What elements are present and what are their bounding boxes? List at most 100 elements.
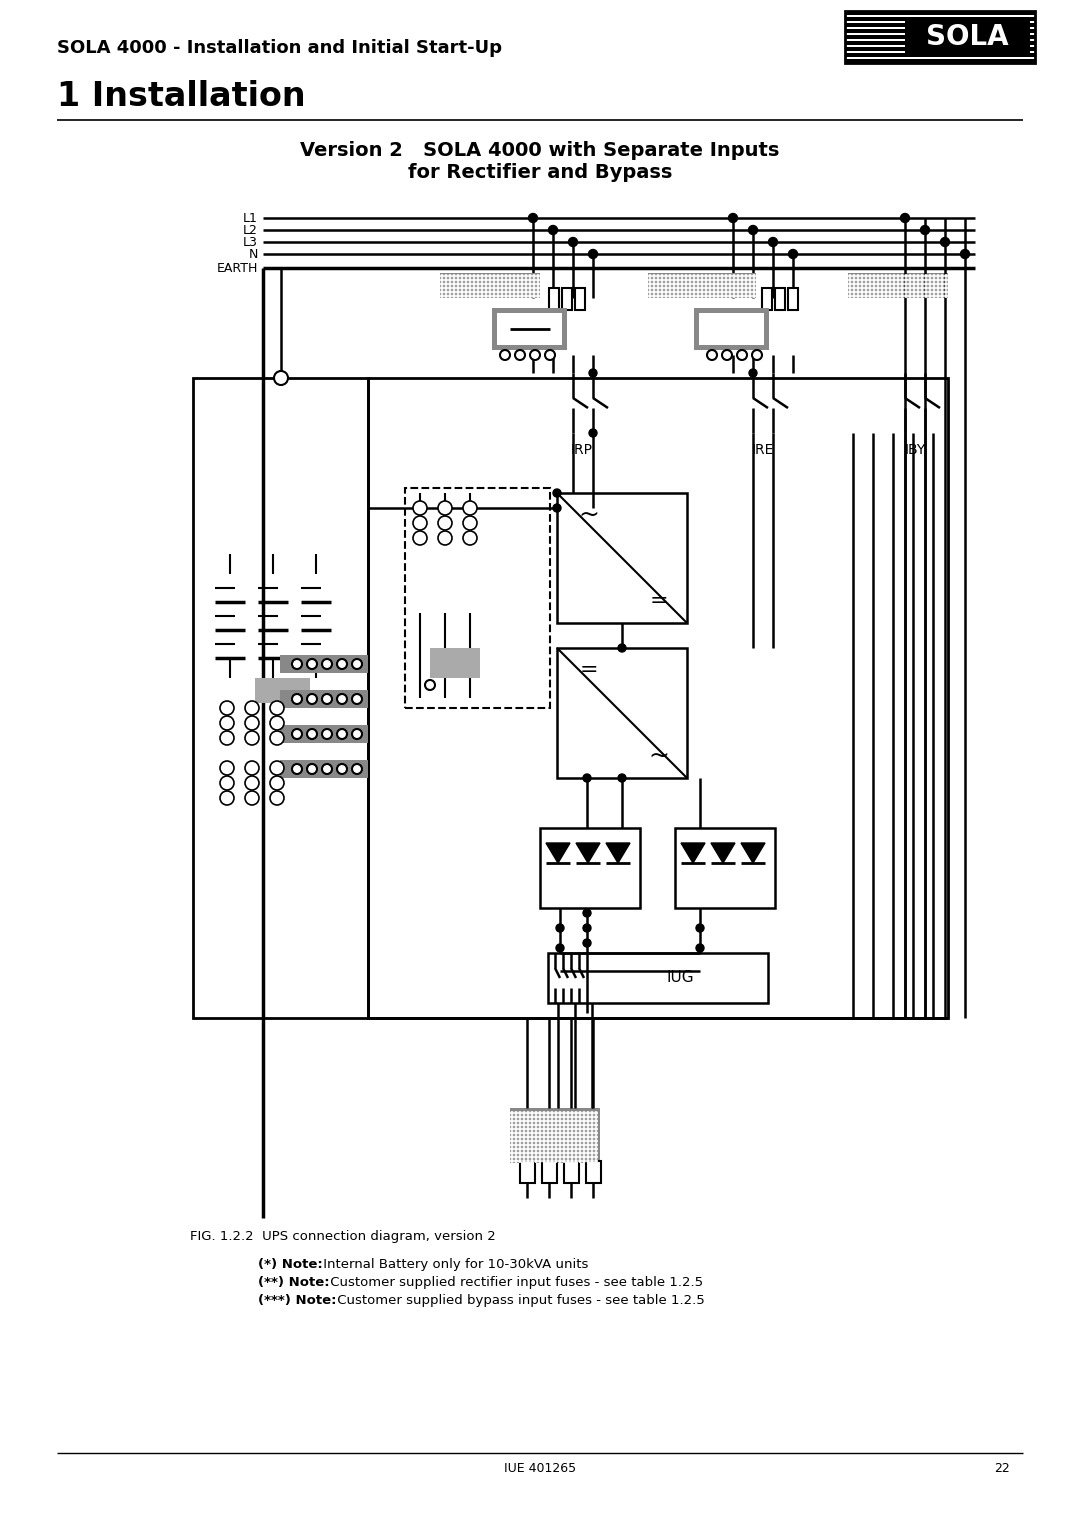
Circle shape xyxy=(523,1115,525,1118)
Circle shape xyxy=(525,290,527,293)
Circle shape xyxy=(461,290,463,293)
Circle shape xyxy=(563,1132,565,1134)
Circle shape xyxy=(595,1140,597,1143)
Circle shape xyxy=(753,278,755,281)
Circle shape xyxy=(697,295,699,298)
Circle shape xyxy=(511,1148,513,1151)
Bar xyxy=(557,494,687,623)
Circle shape xyxy=(865,295,867,298)
Circle shape xyxy=(555,1112,557,1114)
Circle shape xyxy=(661,283,663,286)
Circle shape xyxy=(936,290,940,293)
Circle shape xyxy=(748,275,752,277)
Bar xyxy=(845,11,1035,15)
Circle shape xyxy=(657,278,659,281)
Circle shape xyxy=(917,283,919,286)
Circle shape xyxy=(741,295,743,298)
Circle shape xyxy=(885,278,887,281)
Circle shape xyxy=(535,1123,537,1126)
Circle shape xyxy=(567,1115,569,1118)
Circle shape xyxy=(677,287,679,289)
Text: ~: ~ xyxy=(579,503,599,527)
Circle shape xyxy=(551,1160,553,1163)
Circle shape xyxy=(529,287,531,289)
Circle shape xyxy=(558,1152,562,1154)
Circle shape xyxy=(527,1135,529,1138)
Circle shape xyxy=(525,278,527,281)
Circle shape xyxy=(509,275,511,277)
Circle shape xyxy=(532,290,536,293)
Circle shape xyxy=(535,1155,537,1158)
Bar xyxy=(762,287,772,310)
Bar xyxy=(492,309,567,350)
Circle shape xyxy=(788,249,797,258)
Circle shape xyxy=(665,287,667,289)
Circle shape xyxy=(583,1115,585,1118)
Circle shape xyxy=(497,290,499,293)
Circle shape xyxy=(539,1152,541,1154)
Circle shape xyxy=(713,290,715,293)
Circle shape xyxy=(543,1128,545,1131)
Circle shape xyxy=(501,295,503,298)
Circle shape xyxy=(873,295,875,298)
Circle shape xyxy=(511,1140,513,1143)
Circle shape xyxy=(579,1120,581,1122)
Circle shape xyxy=(669,295,671,298)
Circle shape xyxy=(555,1140,557,1143)
Circle shape xyxy=(885,283,887,286)
Circle shape xyxy=(245,776,259,790)
Circle shape xyxy=(713,278,715,281)
Circle shape xyxy=(485,290,487,293)
Circle shape xyxy=(551,1148,553,1151)
Circle shape xyxy=(725,295,727,298)
Circle shape xyxy=(527,1144,529,1146)
Circle shape xyxy=(567,1160,569,1163)
Circle shape xyxy=(563,1135,565,1138)
Circle shape xyxy=(673,278,675,281)
Circle shape xyxy=(921,295,923,298)
Circle shape xyxy=(523,1160,525,1163)
Circle shape xyxy=(537,287,539,289)
Circle shape xyxy=(481,290,483,293)
Circle shape xyxy=(543,1152,545,1154)
Circle shape xyxy=(530,1112,534,1114)
Circle shape xyxy=(849,295,851,298)
Circle shape xyxy=(720,295,724,298)
Circle shape xyxy=(513,295,515,298)
Circle shape xyxy=(521,278,523,281)
Circle shape xyxy=(518,1148,522,1151)
Circle shape xyxy=(729,295,731,298)
Circle shape xyxy=(527,1152,529,1154)
Circle shape xyxy=(413,516,427,530)
Circle shape xyxy=(579,1128,581,1131)
Circle shape xyxy=(725,290,727,293)
Circle shape xyxy=(865,290,867,293)
Circle shape xyxy=(750,368,757,377)
Text: FIG. 1.2.2  UPS connection diagram, version 2: FIG. 1.2.2 UPS connection diagram, versi… xyxy=(190,1230,496,1242)
Circle shape xyxy=(905,290,907,293)
Circle shape xyxy=(543,1144,545,1146)
Circle shape xyxy=(518,1112,522,1114)
Circle shape xyxy=(713,283,715,286)
Circle shape xyxy=(517,278,519,281)
Circle shape xyxy=(745,275,747,277)
Circle shape xyxy=(661,290,663,293)
Circle shape xyxy=(543,1132,545,1134)
Circle shape xyxy=(893,275,895,277)
Circle shape xyxy=(685,275,687,277)
Circle shape xyxy=(595,1120,597,1122)
Circle shape xyxy=(901,275,903,277)
Circle shape xyxy=(563,1155,565,1158)
Circle shape xyxy=(539,1112,541,1114)
Text: SOLA: SOLA xyxy=(927,23,1009,50)
Circle shape xyxy=(689,295,691,298)
Circle shape xyxy=(652,287,656,289)
Circle shape xyxy=(352,659,362,669)
Bar xyxy=(440,274,540,298)
Circle shape xyxy=(701,295,703,298)
Circle shape xyxy=(936,275,940,277)
Circle shape xyxy=(591,1140,593,1143)
Circle shape xyxy=(556,944,564,952)
Circle shape xyxy=(270,717,284,730)
Circle shape xyxy=(274,371,288,385)
